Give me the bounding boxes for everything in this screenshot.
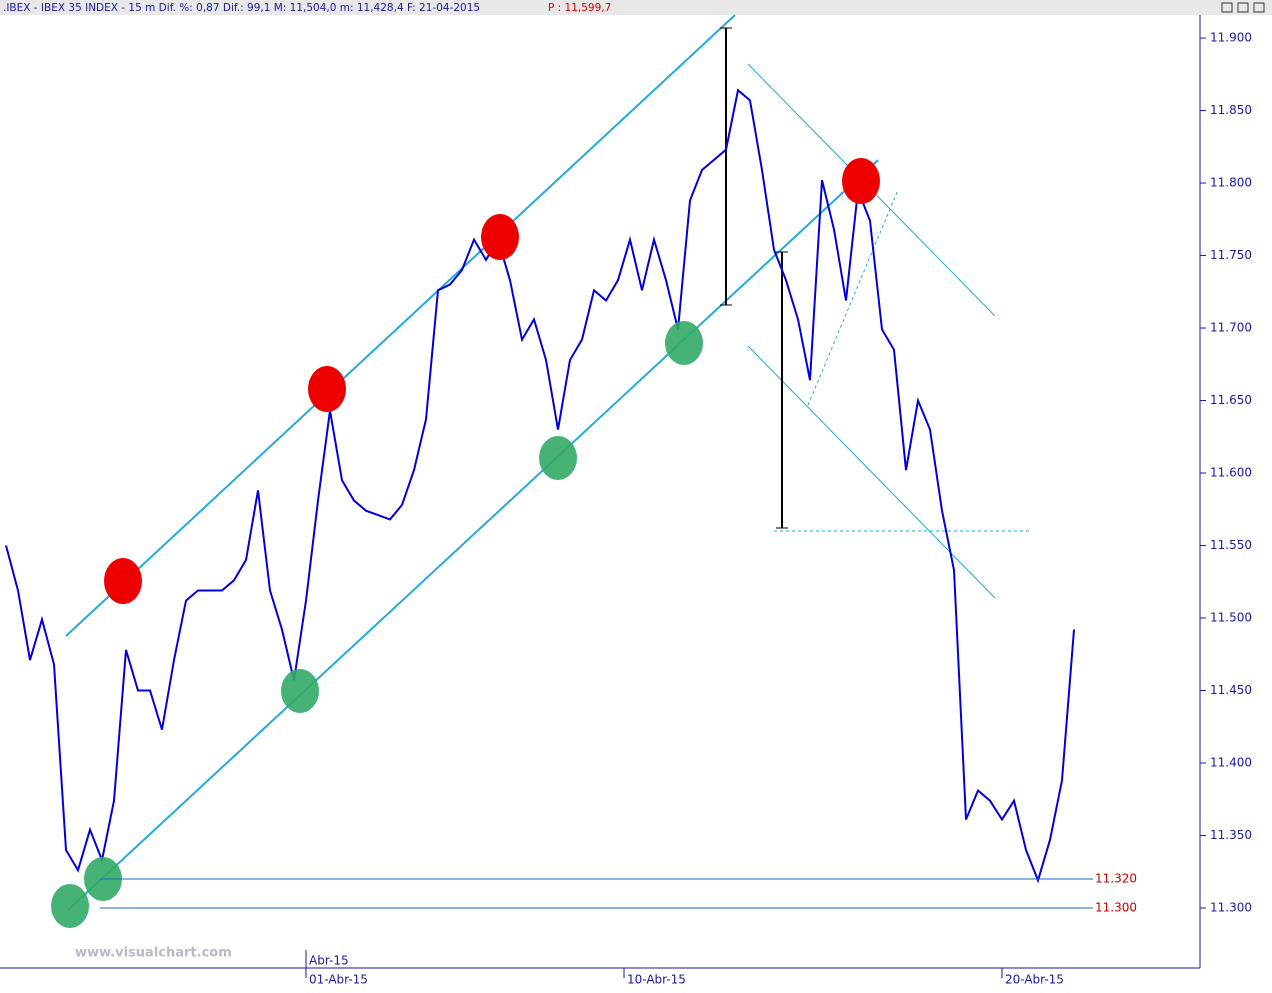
y-tick-label: 11.350	[1210, 828, 1252, 842]
header-bar	[0, 0, 1272, 15]
level-label: 11.320	[1095, 871, 1137, 885]
down-channel-lower	[747, 345, 996, 599]
y-tick-label: 11.850	[1210, 103, 1252, 117]
price-line	[5, 88, 1075, 884]
bottom-marker	[51, 884, 89, 928]
top-marker	[308, 366, 346, 412]
x-tick-label: 01-Abr-15	[309, 973, 368, 987]
y-tick-label: 11.750	[1210, 248, 1252, 262]
maximize-button[interactable]	[1237, 2, 1249, 13]
window-buttons[interactable]	[1221, 2, 1265, 13]
plot	[5, 88, 1075, 884]
top-marker	[104, 558, 142, 604]
price-label: P : 11,599,7	[548, 2, 611, 14]
y-tick-label: 11.450	[1210, 683, 1252, 697]
y-tick-label: 11.400	[1210, 755, 1252, 769]
chart-title: .IBEX - IBEX 35 INDEX - 15 m Dif. %: 0,8…	[3, 2, 480, 14]
bottom-marker	[539, 436, 577, 480]
x-tick-label: 20-Abr-15	[1005, 973, 1064, 987]
y-tick-label: 11.900	[1210, 31, 1252, 45]
markers	[51, 158, 880, 928]
close-button[interactable]	[1253, 2, 1265, 13]
dotted-trend	[807, 189, 899, 406]
level-label: 11.300	[1095, 900, 1137, 914]
y-tick-label: 11.500	[1210, 611, 1252, 625]
y-tick-label: 11.650	[1210, 393, 1252, 407]
watermark: www.visualchart.com	[75, 946, 232, 961]
y-tick-label: 11.700	[1210, 321, 1252, 335]
y-tick-label: 11.600	[1210, 466, 1252, 480]
channel-upper	[65, 14, 736, 637]
x-tick-label: 10-Abr-15	[627, 973, 686, 987]
y-tick-label: 11.300	[1210, 900, 1252, 914]
channel-lower	[67, 159, 879, 911]
minimize-button[interactable]	[1221, 2, 1233, 13]
top-marker	[842, 158, 880, 204]
y-tick-label: 11.550	[1210, 538, 1252, 552]
top-marker	[481, 214, 519, 260]
bottom-marker	[281, 669, 319, 713]
bottom-marker	[665, 321, 703, 365]
y-tick-label: 11.800	[1210, 176, 1252, 190]
month-tick-label: Abr-15	[309, 954, 349, 968]
